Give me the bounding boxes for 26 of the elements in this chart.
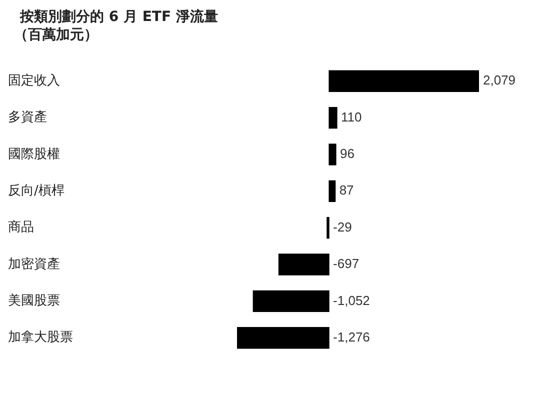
data-label: -29: [333, 219, 352, 234]
text: （百萬加元）: [13, 26, 99, 44]
y-tick-label: 美國股票: [8, 292, 60, 309]
y-tick-label: 多資產: [8, 110, 47, 126]
bar: [252, 290, 330, 312]
data-label: -1,276: [333, 329, 370, 344]
bar: [328, 70, 479, 92]
y-tick-label: 加拿大股票: [8, 330, 73, 346]
y-tick-label: 反向/槓桿: [8, 184, 64, 199]
data-label: 110: [340, 109, 362, 124]
y-tick-label: 固定收入: [8, 74, 60, 89]
y-tick-label: 國際股權: [8, 146, 60, 162]
bar: [326, 217, 330, 239]
bar: [328, 180, 336, 202]
bar: [328, 144, 336, 166]
data-label: 87: [339, 182, 354, 198]
y-tick-label: 商品: [8, 220, 34, 236]
bar: [237, 327, 330, 349]
data-label: 96: [340, 146, 354, 162]
text: 按類別劃分的 6 月 ETF 淨流量: [18, 8, 219, 26]
y-tick-label: 加密資產: [8, 256, 60, 272]
bar: [328, 106, 338, 129]
data-label: -697: [333, 256, 360, 272]
data-label: -1,052: [333, 292, 370, 308]
bar: [278, 254, 330, 276]
data-label: 2,079: [483, 72, 516, 88]
